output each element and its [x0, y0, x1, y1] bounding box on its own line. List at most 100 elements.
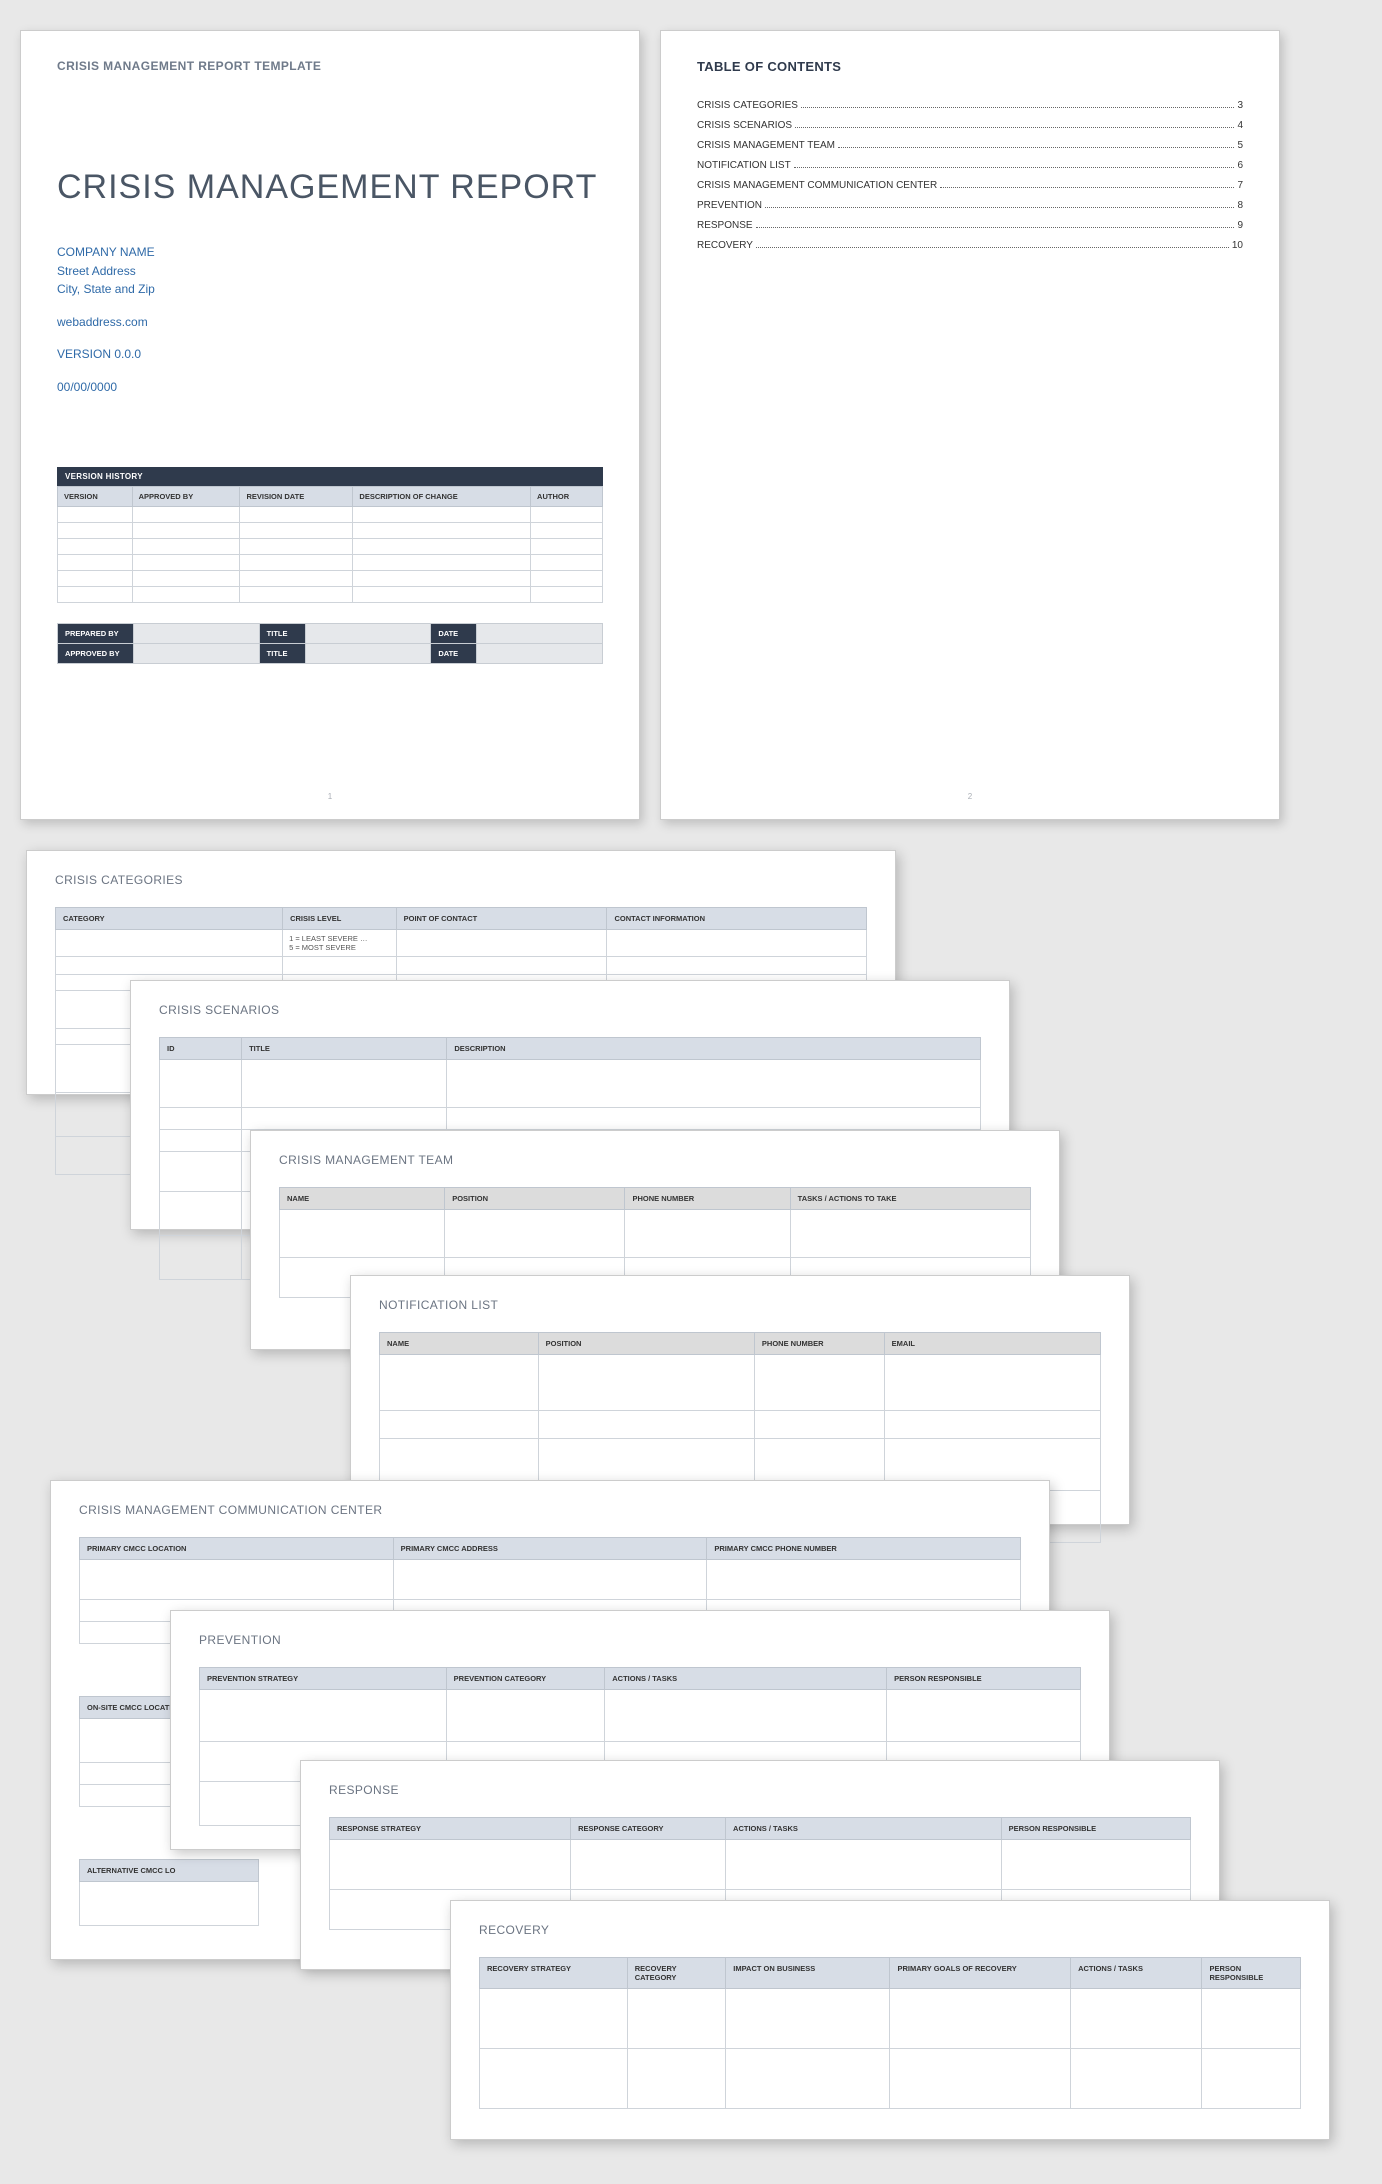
toc-label: RESPONSE [697, 220, 753, 231]
section-title: PREVENTION [199, 1633, 1081, 1647]
toc-page: 10 [1232, 240, 1243, 251]
table-header: EMAIL [884, 1333, 1100, 1355]
toc-label: PREVENTION [697, 200, 762, 211]
toc-page: 4 [1237, 120, 1243, 131]
page-cover: CRISIS MANAGEMENT REPORT TEMPLATE CRISIS… [20, 30, 640, 820]
company-block: COMPANY NAME Street Address City, State … [57, 243, 603, 397]
template-header: CRISIS MANAGEMENT REPORT TEMPLATE [57, 59, 603, 73]
section-title: CRISIS MANAGEMENT COMMUNICATION CENTER [79, 1503, 1021, 1517]
table-header: ACTIONS / TASKS [605, 1668, 887, 1690]
toc-page: 5 [1237, 140, 1243, 151]
toc-row: NOTIFICATION LIST6 [697, 160, 1243, 171]
vh-col: REVISION DATE [240, 486, 353, 506]
table-header: POSITION [445, 1188, 625, 1210]
table-header: RECOVERY STRATEGY [480, 1958, 628, 1989]
table-header: ACTIONS / TASKS [1071, 1958, 1202, 1989]
version-history-title: VERSION HISTORY [57, 467, 603, 486]
table-header: PREVENTION CATEGORY [446, 1668, 605, 1690]
version-history-table: VERSIONAPPROVED BYREVISION DATEDESCRIPTI… [57, 486, 603, 603]
table-header: ACTIONS / TASKS [726, 1818, 1002, 1840]
toc-label: CRISIS SCENARIOS [697, 120, 792, 131]
signoff-value [134, 643, 260, 663]
section-title: NOTIFICATION LIST [379, 1298, 1101, 1312]
section-title: CRISIS CATEGORIES [55, 873, 867, 887]
page-number: 2 [661, 792, 1279, 801]
page-number: 1 [21, 792, 639, 801]
table-header: PRIMARY CMCC ADDRESS [393, 1538, 707, 1560]
section-title: CRISIS MANAGEMENT TEAM [279, 1153, 1031, 1167]
signoff-label: PREPARED BY [58, 623, 134, 643]
company-web: webaddress.com [57, 313, 603, 332]
table-header: CONTACT INFORMATION [607, 908, 867, 930]
table-header: ID [160, 1038, 242, 1060]
table-header: PREVENTION STRATEGY [200, 1668, 447, 1690]
toc-row: RECOVERY 10 [697, 240, 1243, 251]
toc-row: CRISIS SCENARIOS 4 [697, 120, 1243, 131]
toc-page: 3 [1237, 100, 1243, 111]
table-header: PERSON RESPONSIBLE [887, 1668, 1081, 1690]
page-toc: TABLE OF CONTENTS CRISIS CATEGORIES3CRIS… [660, 30, 1280, 820]
signoff-label: DATE [431, 643, 477, 663]
vh-col: VERSION [58, 486, 133, 506]
section-title: RESPONSE [329, 1783, 1191, 1797]
table-header: PHONE NUMBER [754, 1333, 884, 1355]
vh-col: APPROVED BY [132, 486, 240, 506]
alt-label: ALTERNATIVE CMCC LO [80, 1860, 259, 1882]
table-header: PERSON RESPONSIBLE [1001, 1818, 1190, 1840]
report-title: CRISIS MANAGEMENT REPORT [57, 168, 603, 207]
toc-label: RECOVERY [697, 240, 753, 251]
toc-label: CRISIS CATEGORIES [697, 100, 798, 111]
toc-list: CRISIS CATEGORIES3CRISIS SCENARIOS4CRISI… [697, 100, 1243, 251]
signoff-value [305, 623, 431, 643]
section-title: RECOVERY [479, 1923, 1301, 1937]
table-header: PHONE NUMBER [625, 1188, 790, 1210]
company-street: Street Address [57, 262, 603, 281]
signoff-value [305, 643, 431, 663]
signoff-table: PREPARED BYTITLEDATE APPROVED BYTITLEDAT… [57, 623, 603, 664]
table-header: POINT OF CONTACT [396, 908, 607, 930]
table-header: PRIMARY CMCC LOCATION [80, 1538, 394, 1560]
version-history-wrap: VERSION HISTORY VERSIONAPPROVED BYREVISI… [57, 467, 603, 603]
toc-row: CRISIS MANAGEMENT COMMUNICATION CENTER 7 [697, 180, 1243, 191]
table-header: RESPONSE STRATEGY [330, 1818, 571, 1840]
cmcc-alt-table: ALTERNATIVE CMCC LO [79, 1859, 259, 1926]
toc-page: 8 [1237, 200, 1243, 211]
company-name: COMPANY NAME [57, 243, 603, 262]
toc-label: CRISIS MANAGEMENT TEAM [697, 140, 835, 151]
recovery-table: RECOVERY STRATEGYRECOVERY CATEGORYIMPACT… [479, 1957, 1301, 2109]
table-header: DESCRIPTION [447, 1038, 981, 1060]
table-header: CATEGORY [56, 908, 283, 930]
toc-title: TABLE OF CONTENTS [697, 59, 1243, 74]
table-header: PRIMARY CMCC PHONE NUMBER [707, 1538, 1021, 1560]
table-header: RESPONSE CATEGORY [571, 1818, 726, 1840]
vh-col: AUTHOR [531, 486, 603, 506]
table-header: NAME [280, 1188, 445, 1210]
table-header: PRIMARY GOALS OF RECOVERY [890, 1958, 1071, 1989]
toc-label: CRISIS MANAGEMENT COMMUNICATION CENTER [697, 180, 937, 191]
signoff-label: TITLE [259, 623, 305, 643]
page-recovery: RECOVERY RECOVERY STRATEGYRECOVERY CATEG… [450, 1900, 1330, 2140]
toc-page: 9 [1237, 220, 1243, 231]
table-header: IMPACT ON BUSINESS [726, 1958, 890, 1989]
table-header: TITLE [242, 1038, 447, 1060]
section-title: CRISIS SCENARIOS [159, 1003, 981, 1017]
table-header: PERSON RESPONSIBLE [1202, 1958, 1301, 1989]
table-header: TASKS / ACTIONS TO TAKE [790, 1188, 1030, 1210]
toc-row: RESPONSE 9 [697, 220, 1243, 231]
signoff-value [477, 643, 603, 663]
template-preview-canvas: CRISIS MANAGEMENT REPORT TEMPLATE CRISIS… [0, 20, 1382, 2164]
toc-label: NOTIFICATION LIST [697, 160, 791, 171]
date-text: 00/00/0000 [57, 378, 603, 397]
version-text: VERSION 0.0.0 [57, 345, 603, 364]
toc-row: CRISIS CATEGORIES 3 [697, 100, 1243, 111]
toc-page: 7 [1237, 180, 1243, 191]
signoff-value [134, 623, 260, 643]
signoff-value [477, 623, 603, 643]
table-header: RECOVERY CATEGORY [627, 1958, 726, 1989]
table-header: POSITION [538, 1333, 754, 1355]
vh-col: DESCRIPTION OF CHANGE [353, 486, 531, 506]
table-header: NAME [380, 1333, 539, 1355]
table-header: CRISIS LEVEL [283, 908, 397, 930]
signoff-label: TITLE [259, 643, 305, 663]
toc-row: CRISIS MANAGEMENT TEAM 5 [697, 140, 1243, 151]
